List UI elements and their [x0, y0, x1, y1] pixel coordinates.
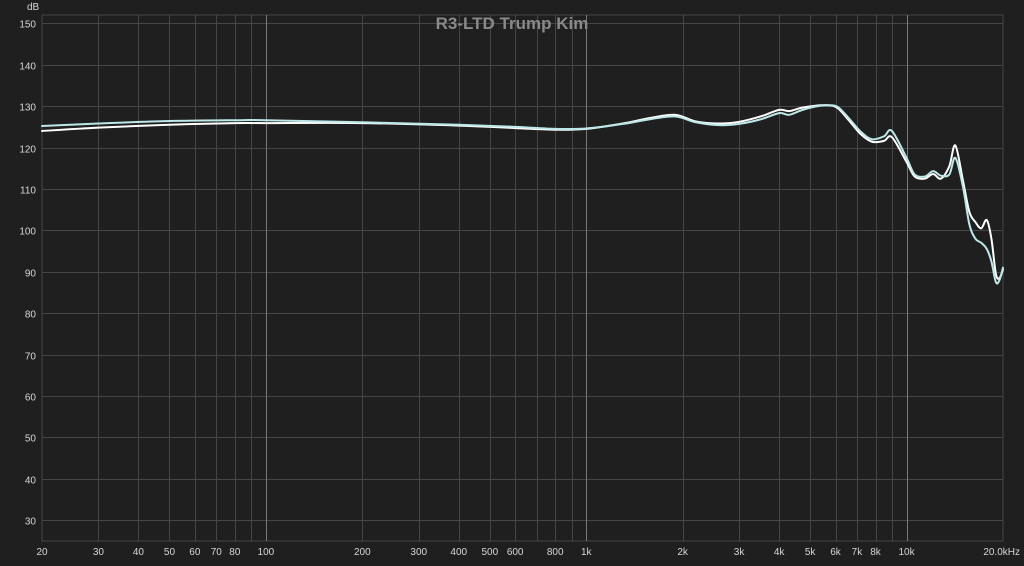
x-tick-label: 40 — [133, 547, 145, 558]
x-tick-label: 30 — [93, 547, 105, 558]
x-tick-label: 200 — [354, 547, 371, 558]
y-tick-label: 70 — [25, 352, 37, 363]
x-tick-label: 1k — [581, 547, 593, 558]
y-axis-unit-label: dB — [27, 2, 40, 13]
chart-title: R3-LTD Trump Kim — [436, 14, 589, 33]
x-tick-label: 300 — [410, 547, 427, 558]
x-tick-label: 60 — [189, 547, 201, 558]
y-tick-label: 100 — [19, 227, 36, 238]
label-layer: 30 40 50 60 70 80 90 100 110 120 130 140 150 20 30 40 50… — [19, 20, 1020, 559]
series-layer — [41, 104, 1004, 285]
x-tick-label: 500 — [481, 547, 498, 558]
x-tick-label: 20 — [36, 547, 48, 558]
x-tick-label: 8k — [870, 547, 882, 558]
y-tick-label: 60 — [25, 393, 37, 404]
y-tick-label: 140 — [19, 62, 36, 73]
plot-frame — [41, 14, 1004, 542]
y-tick-label: 50 — [25, 434, 37, 445]
x-tick-label: 70 — [211, 547, 223, 558]
y-tick-label: 110 — [20, 186, 36, 197]
y-tick-label: 40 — [25, 476, 37, 487]
x-tick-label: 100 — [258, 547, 275, 558]
grid-layer — [41, 14, 1004, 542]
x-tick-label: 400 — [450, 547, 467, 558]
x-tick-label: 80 — [229, 547, 241, 558]
y-tick-label: 120 — [19, 145, 36, 156]
series-line-2 — [41, 104, 1004, 285]
x-tick-label: 50 — [164, 547, 176, 558]
x-tick-label: 2k — [677, 547, 689, 558]
x-tick-label: 4k — [774, 547, 786, 558]
y-tick-label: 80 — [25, 310, 37, 321]
x-tick-label: 6k — [830, 547, 842, 558]
x-tick-label: 5k — [805, 547, 817, 558]
x-tick-label: 20.0kHz — [983, 547, 1020, 558]
y-tick-label: 90 — [25, 269, 37, 280]
x-tick-label: 600 — [507, 547, 524, 558]
y-tick-label: 130 — [19, 103, 36, 114]
x-tick-label: 800 — [547, 547, 564, 558]
x-tick-label: 10k — [899, 547, 916, 558]
y-tick-label: 30 — [25, 517, 37, 528]
x-tick-label: 3k — [734, 547, 746, 558]
x-tick-label: 7k — [852, 547, 864, 558]
y-tick-label: 150 — [19, 20, 36, 31]
